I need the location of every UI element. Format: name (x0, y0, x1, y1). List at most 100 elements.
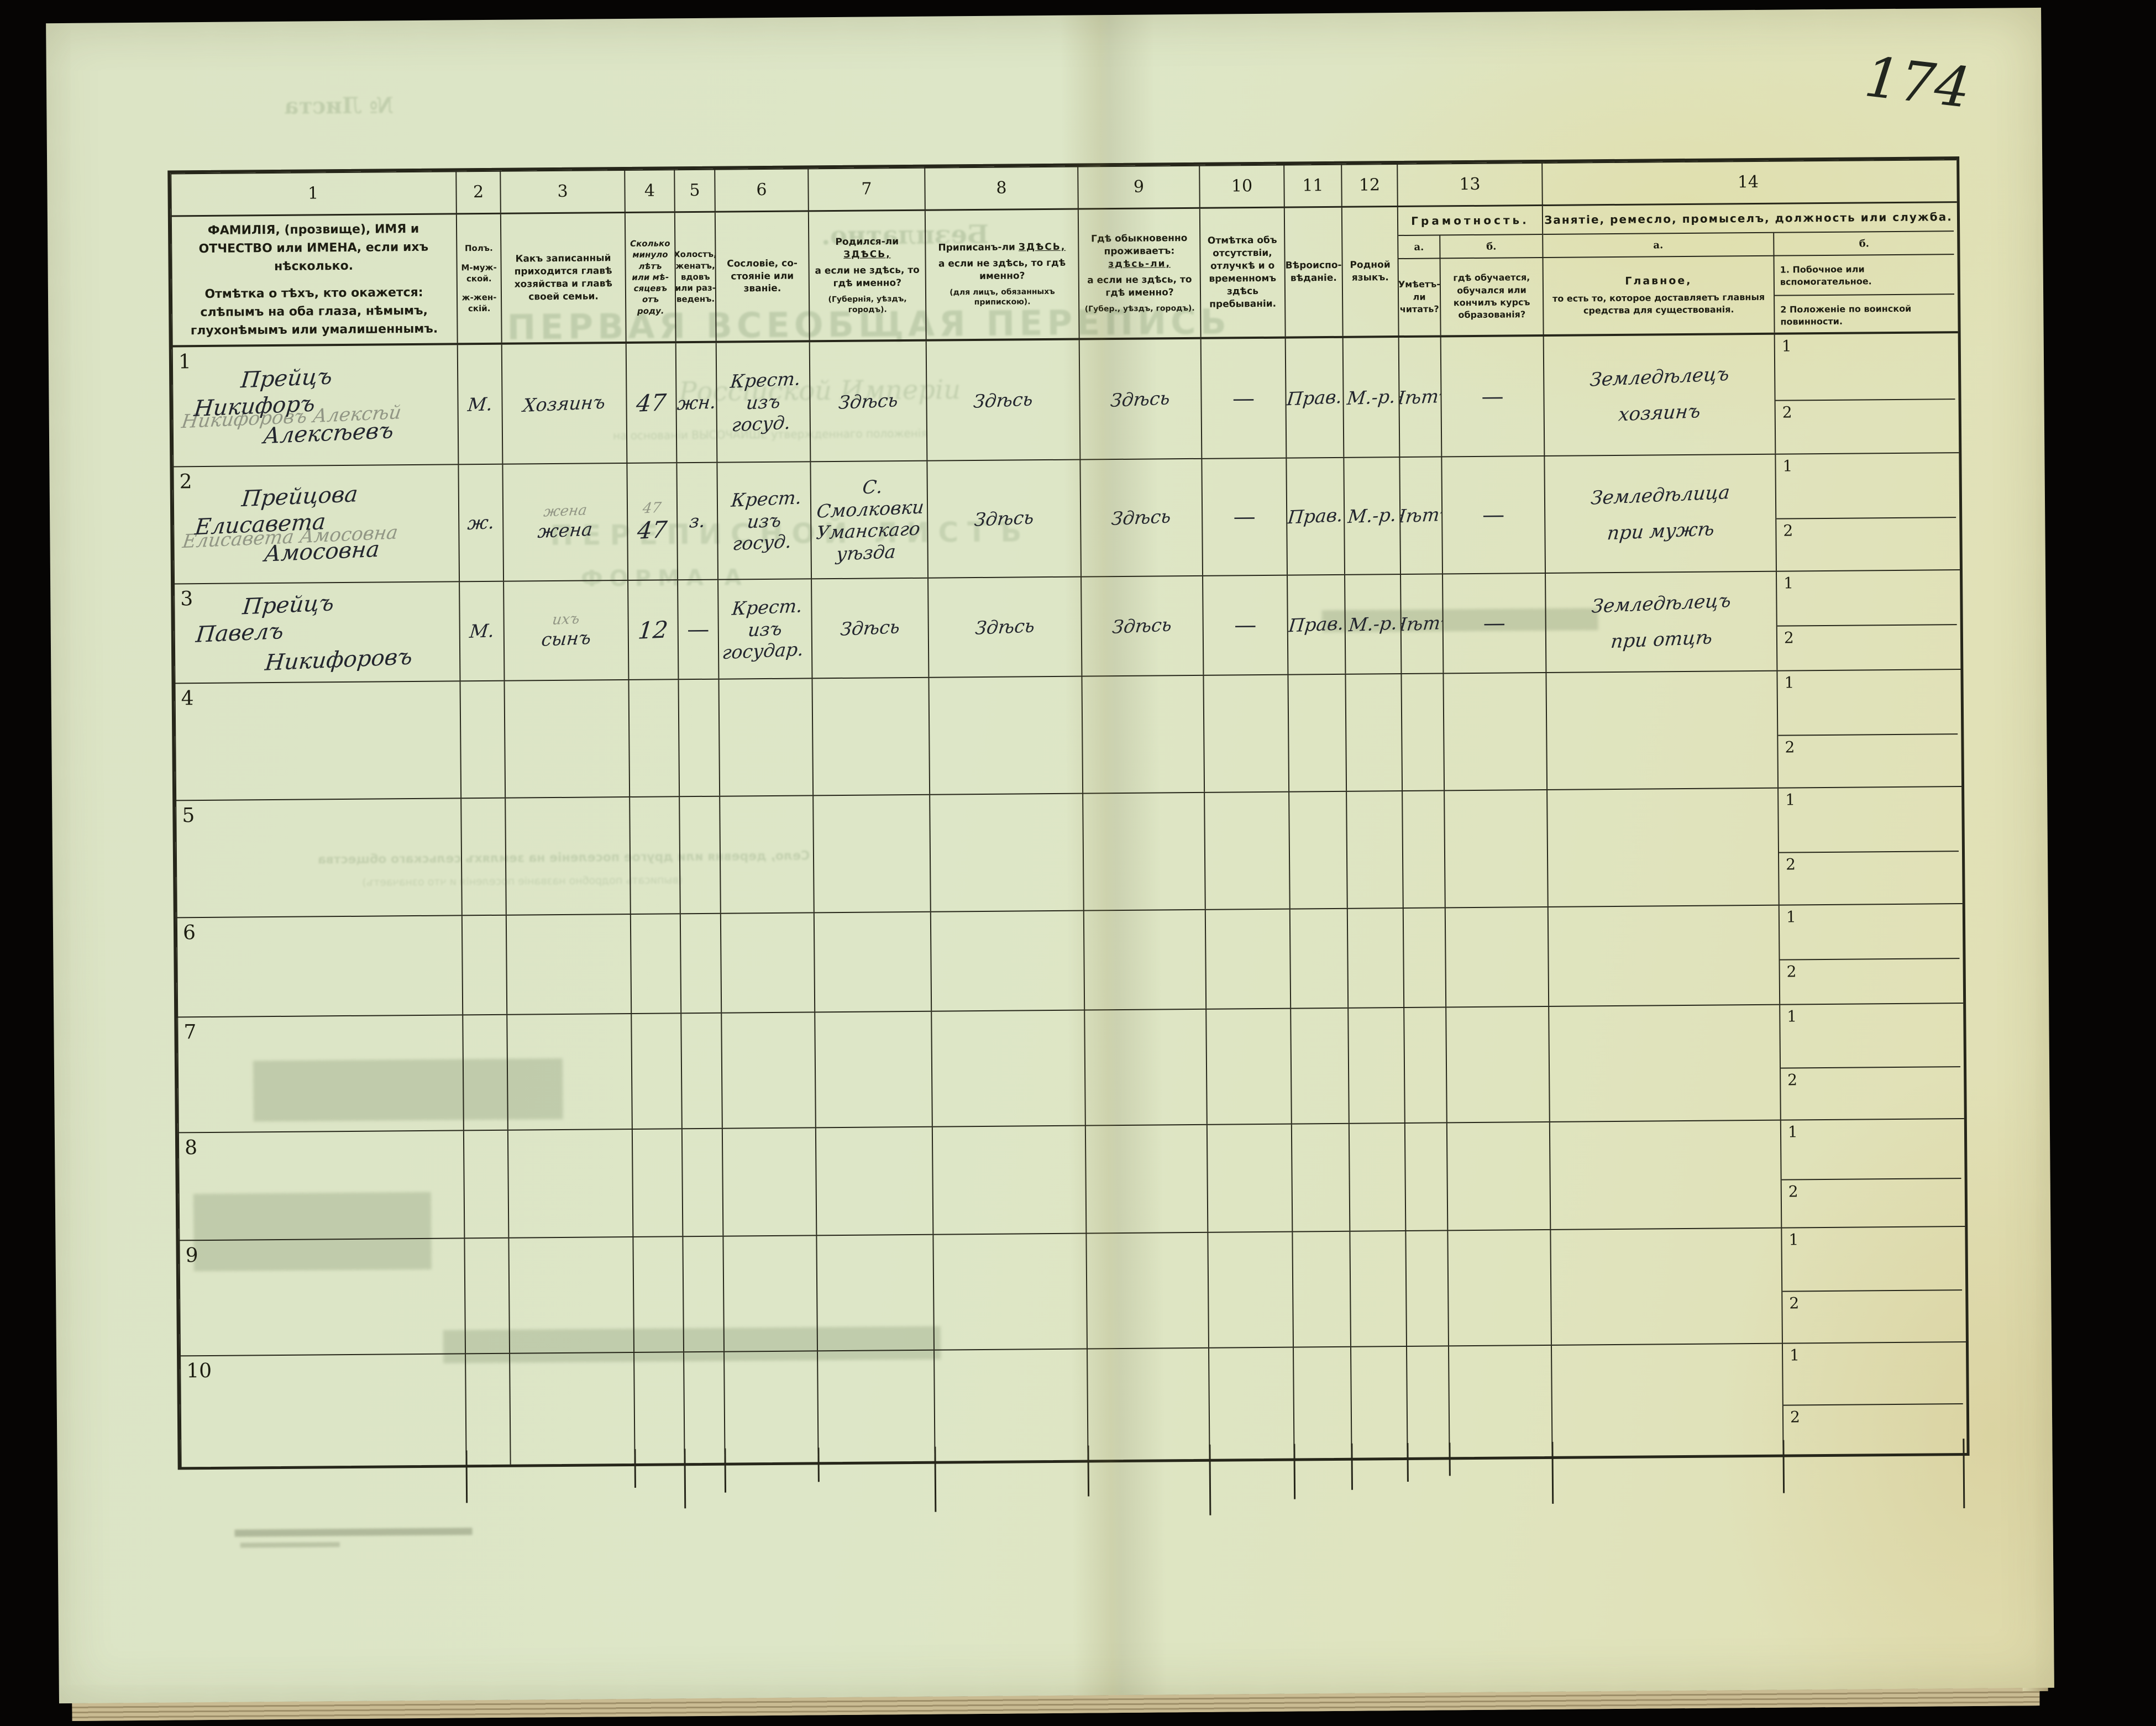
subcell-label-2: 2 (1787, 1071, 1798, 1089)
occupation-line2: при отцѣ (1609, 626, 1713, 653)
subcell-label-2: 2 (1783, 628, 1794, 647)
firstname-handwritten: Елисавета (193, 509, 327, 541)
relation-pencil: ихъ (551, 611, 581, 629)
header-sex-l2: М-муж-ской. (461, 262, 497, 284)
col-number: 13 (1398, 162, 1543, 206)
name-cell: 1 Никифоровъ Алексѣй Прейцъ Никифоръ Але… (171, 345, 459, 466)
language-value: М.-р. (1347, 503, 1398, 528)
occupation-line1: Земледѣлица (1590, 481, 1731, 510)
col-number: 5 (675, 169, 716, 212)
education-value: — (1483, 610, 1505, 636)
subcell-label-2: 2 (1788, 1182, 1798, 1201)
header-literacy-b: б. гдѣ обучается, обучался или кончилъ к… (1440, 234, 1543, 335)
col-number: 4 (625, 169, 675, 212)
rule-tail (817, 1447, 820, 1482)
age-value: 12 (637, 615, 669, 644)
subcell-label-1: 1 (1790, 1346, 1800, 1365)
surname-handwritten: Прейцъ (239, 363, 334, 393)
religion-value: Прав. (1288, 612, 1345, 637)
patronymic-handwritten: Амосовна (263, 536, 381, 567)
empty-row: 8 1 2 (177, 1119, 1965, 1241)
header-occupation-a: а. Главное, то есть то, которое доставля… (1543, 233, 1775, 334)
sex-value: М. (466, 392, 494, 416)
subcell-label-2: 2 (1786, 962, 1797, 981)
header-literacy-title: Грамотность. (1398, 206, 1543, 237)
literacy-value: Нѣтъ (1400, 503, 1444, 528)
empty-row: 9 1 2 (179, 1227, 1966, 1357)
header-literacy-b-label: б. (1440, 234, 1543, 259)
estate-value: Крест. изъ госуд. (730, 486, 803, 555)
empty-row: 10 1 2 (180, 1342, 1966, 1467)
header-residence-pre: Гдѣ обыкновенно проживаетъ: (1090, 233, 1188, 258)
sex-value: ж. (466, 511, 496, 534)
surname-handwritten: Прейцова (240, 481, 359, 512)
col-number: 2 (457, 170, 501, 213)
row-number: 9 (185, 1244, 198, 1267)
header-occupation-b-item2: 2 Положеніе по воинской повинности. (1780, 303, 1912, 327)
side-occupation-cell: 1 2 (1775, 333, 1956, 454)
age-pencil: 47 (642, 499, 663, 517)
header-literacy-a: а. Умѣетъ-ли читать? (1398, 235, 1441, 336)
col-number: 12 (1342, 164, 1398, 206)
rule-tail (1351, 1443, 1354, 1490)
header-name-column: ФАМИЛІЯ, (прозвище), ИМЯ и ОТЧЕСТВО или … (170, 214, 458, 345)
birthplace-value: С. Смолковки Уманскаго уѣзда (815, 475, 925, 565)
header-name-p1: ФАМИЛІЯ, (прозвище), ИМЯ и ОТЧЕСТВО или … (198, 222, 429, 274)
header-registration-pre: Приписанъ-ли (938, 242, 1019, 254)
col-number: 6 (715, 168, 809, 211)
header-literacy: Грамотность. а. Умѣетъ-ли читать? б. гдѣ… (1398, 206, 1544, 336)
header-residence-em: здѣсь-ли, (1108, 258, 1171, 270)
subcell-label-2: 2 (1790, 1407, 1800, 1426)
header-registration-post: а если не здѣсь, то гдѣ именно? (938, 257, 1066, 282)
empty-row: 5 1 2 (175, 787, 1963, 919)
header-residence-paren: (Губер., уѣздъ, городъ). (1084, 303, 1195, 314)
surname-handwritten: Прейцъ (241, 590, 335, 620)
census-table: 1 2 3 4 5 6 7 8 9 10 11 12 13 14 ФАМИЛІЯ… (167, 156, 1970, 1470)
occupation-line1: Земледѣлецъ (1588, 363, 1730, 391)
header-occupation: Занятіе, ремесло, промыселъ, должность и… (1543, 203, 1955, 334)
rule-tail (724, 1448, 727, 1493)
header-residence-post: а если не здѣсь, то гдѣ именно? (1087, 274, 1192, 299)
row-number: 5 (182, 804, 195, 827)
record-row: 2 Елисавета Амосовна Прейцова Елисавета … (172, 453, 1960, 585)
col-number: 10 (1200, 164, 1285, 207)
education-value: — (1481, 384, 1504, 410)
header-registration: Приписанъ-ли ЗДѢСЬ, а если не здѣсь, то … (925, 209, 1080, 339)
religion-value: Прав. (1287, 504, 1344, 528)
header-birthplace-pre: Родился-ли (835, 236, 899, 248)
name-cell: 3 Прейцъ Павелъ Никифоровъ (174, 582, 461, 683)
header-registration-paren: (для лицъ, обязанныхъ припискою). (950, 287, 1055, 307)
header-occupation-a-label: а. (1543, 233, 1774, 258)
subcell-label-1: 1 (1782, 457, 1793, 475)
rule-tail (1449, 1442, 1451, 1476)
occupation-line2: хозяинъ (1617, 400, 1702, 426)
header-registration-em: ЗДѢСЬ, (1018, 241, 1066, 253)
row-number: 8 (184, 1136, 198, 1160)
col-number: 1 (170, 171, 457, 216)
language-value: М.-р. (1347, 612, 1398, 636)
header-marital: Холостъ, женатъ, вдовъ или раз­веденъ. (675, 212, 717, 342)
birthplace-value: Здѣсь (839, 616, 901, 641)
handwritten-page-number: 174 (1861, 44, 1974, 121)
firstname-handwritten: Павелъ (195, 618, 285, 648)
header-estate: Сословіе, со­стояніе или зва­ніе. (715, 212, 810, 341)
name-cell: 2 Елисавета Амосовна Прейцова Елисавета … (172, 465, 460, 584)
header-residence: Гдѣ обыкновенно проживаетъ: здѣсь-ли, а … (1078, 208, 1202, 338)
registration-value: Здѣсь (973, 506, 1035, 531)
header-occupation-b-item1: 1. Побочное или вспомогательное. (1774, 255, 1955, 297)
religion-value: Прав. (1286, 385, 1344, 410)
col-number: 8 (925, 166, 1079, 209)
subcell-label-2: 2 (1783, 521, 1793, 540)
header-religion: Вѣроиспо­вѣданіе. (1284, 207, 1344, 337)
side-occupation-cell: 1 2 (1777, 570, 1957, 670)
header-occupation-a-text: то есть то, которое доставляетъ главныя … (1552, 291, 1765, 316)
occupation-line1: Земледѣлецъ (1590, 590, 1732, 618)
header-occupation-b: б. 1. Побочное или вспомогательное. 2 По… (1774, 232, 1955, 333)
relation-pencil: жена (542, 502, 588, 521)
row-number: 10 (186, 1359, 212, 1383)
residence-value: Здѣсь (1109, 387, 1172, 411)
subcell-label-2: 2 (1786, 855, 1796, 874)
marital-value: жн. (676, 391, 717, 415)
education-value: — (1482, 502, 1505, 528)
